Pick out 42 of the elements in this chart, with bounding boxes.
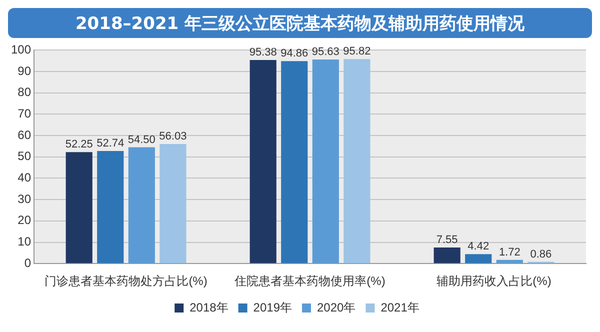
legend-label: 2021年 (380, 300, 420, 314)
bar (160, 144, 186, 264)
x-tick-label: 门诊患者基本药物处方占比(%) (44, 274, 208, 288)
bar (344, 59, 370, 264)
text: 95.82 (343, 46, 371, 58)
text: 56.03 (159, 130, 187, 143)
text: 1.72 (498, 246, 520, 258)
bar (281, 61, 308, 264)
bar (128, 147, 155, 264)
bar (434, 247, 460, 264)
text: 4.42 (468, 240, 490, 253)
y-tick-label: 20 (18, 213, 32, 228)
legend-label: 2019年 (253, 300, 292, 314)
y-tick-label: 80 (18, 85, 32, 100)
bar (97, 151, 124, 264)
x-tick-label: 住院患者基本药物使用率(%) (234, 274, 386, 288)
legend-label: 2018年 (190, 300, 228, 314)
y-tick-label: 10 (18, 234, 32, 249)
text: 94.86 (280, 48, 308, 60)
y-tick-label: 0 (24, 256, 32, 270)
y-tick-label: 50 (18, 149, 32, 164)
text: 52.25 (65, 138, 93, 151)
text: 7.55 (436, 234, 458, 246)
bar (250, 60, 276, 264)
legend-label: 2020年 (317, 300, 356, 314)
y-tick-label: 100 (10, 42, 32, 57)
y-tick-label: 40 (18, 170, 32, 185)
text: 52.74 (96, 138, 124, 150)
y-tick-label: 70 (18, 106, 32, 121)
y-tick-label: 30 (18, 192, 32, 206)
text: 95.38 (249, 46, 277, 59)
y-tick-label: 60 (18, 128, 32, 142)
chart-title: 2018–2021 年三级公立医院基本药物及辅助用药使用情况 (8, 8, 592, 38)
bar (465, 254, 492, 264)
text: 0.86 (530, 248, 552, 260)
bar (66, 152, 92, 264)
y-tick-label: 90 (18, 64, 32, 78)
x-tick-label: 辅助用药收入占比(%) (436, 274, 552, 288)
text: 95.63 (312, 46, 340, 58)
text: 54.50 (128, 134, 156, 146)
bar (312, 60, 339, 264)
bar (496, 260, 523, 264)
